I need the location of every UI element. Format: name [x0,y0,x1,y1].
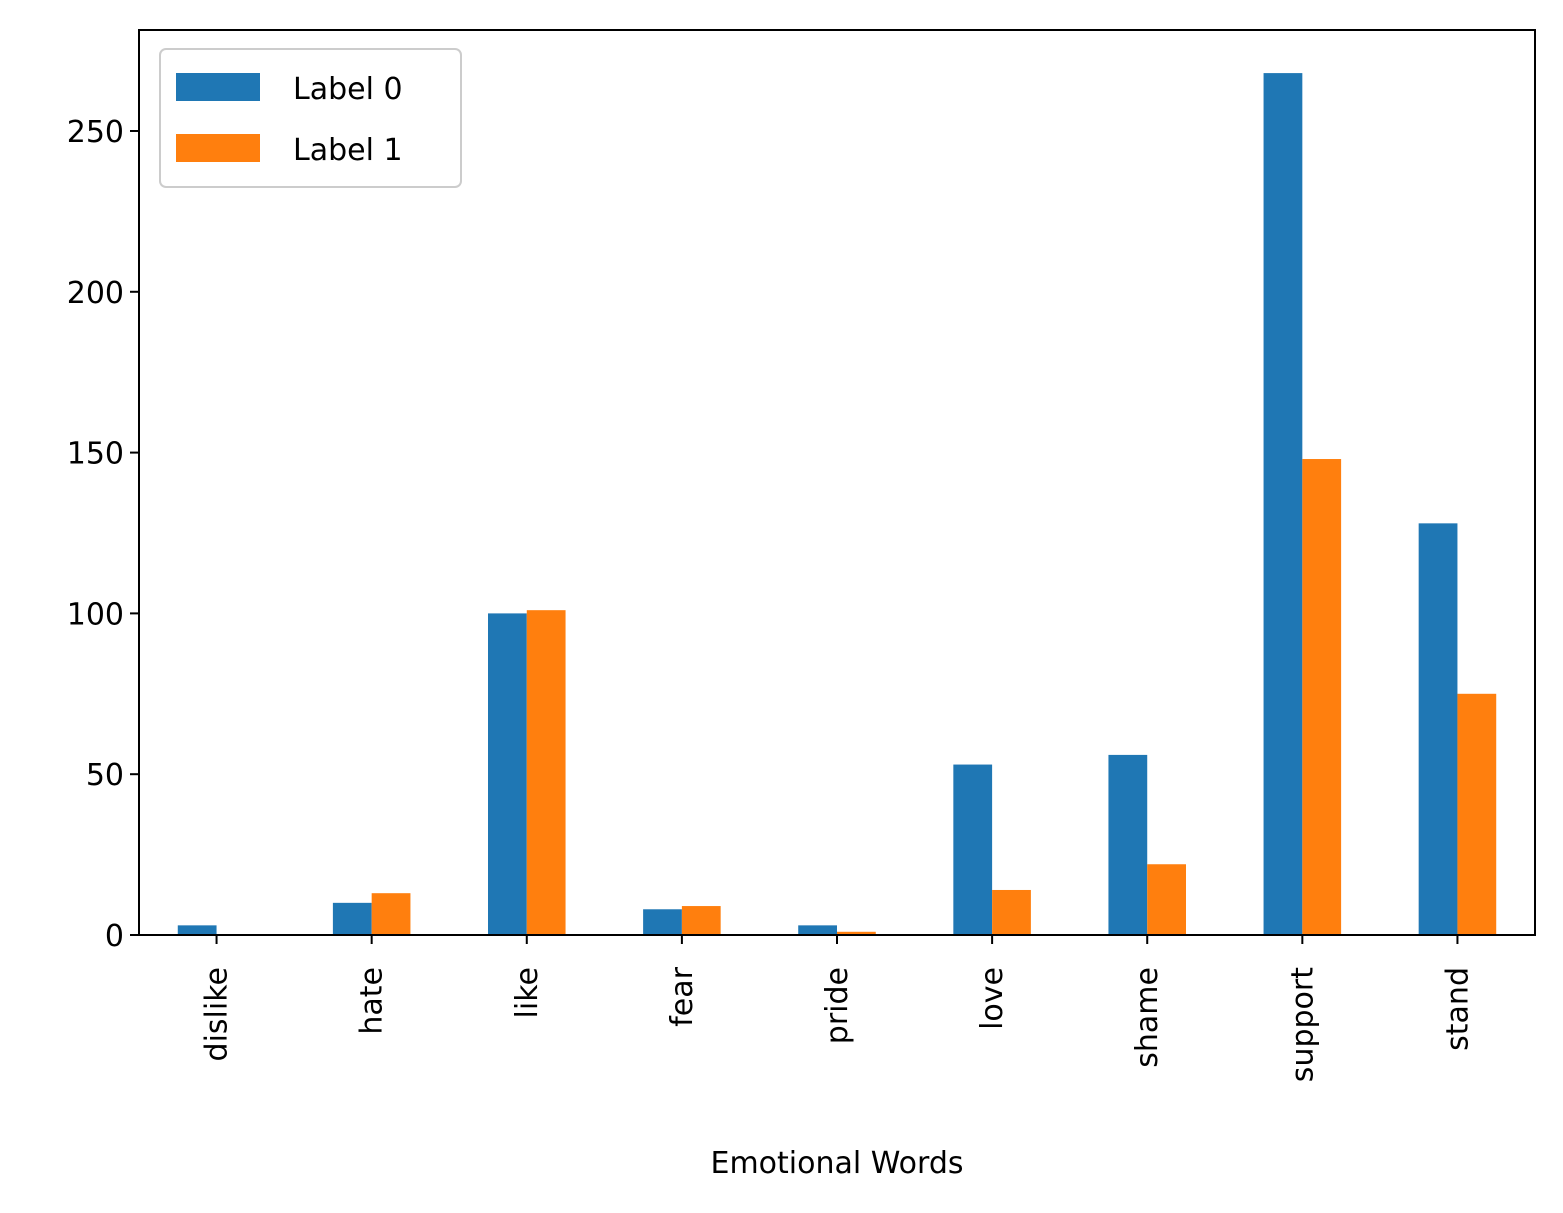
x-tick-label-support: support [1285,967,1320,1082]
y-tick-label: 100 [67,597,124,632]
y-tick-label: 50 [86,758,124,793]
y-axis: 0 50 100 150 200 250 [67,115,139,954]
bar-label-1-stand [1457,693,1497,935]
x-tick-label-shame: shame [1130,967,1165,1068]
y-tick-label: 0 [105,919,124,954]
bar-label-0-dislike [177,925,217,935]
x-tick-label-like: like [510,967,545,1018]
y-tick-label: 150 [67,437,124,472]
x-tick-label-fear: fear [665,966,700,1026]
x-axis: dislike hate like fear pride love shame support… [200,935,1475,1082]
bar-label-0-fear [643,909,682,935]
bar-label-0-support [1263,73,1303,936]
bar-label-0-love [953,764,993,935]
y-tick-label: 200 [67,276,124,311]
bar-label-1-support [1302,459,1342,935]
legend-label-label-1: Label 1 [293,133,403,168]
bar-label-0-like [488,613,527,935]
bar-label-0-pride [798,925,837,935]
bar-label-0-shame [1108,754,1148,935]
y-tick-label: 250 [67,115,124,150]
legend-label-label-0: Label 0 [293,72,403,107]
bar-label-1-love [992,889,1031,935]
bar-label-1-hate [371,893,411,935]
bar-label-1-like [526,610,566,935]
bars-layer [177,73,1497,936]
x-tick-label-love: love [975,967,1010,1030]
bar-label-0-hate [332,902,372,935]
legend-swatch-label-1 [176,134,260,162]
legend-swatch-label-0 [176,73,260,101]
bar-label-1-shame [1147,864,1186,935]
bar-label-1-fear [681,906,721,935]
x-tick-label-dislike: dislike [200,967,235,1061]
bar-label-1-pride [837,931,876,935]
legend: Label 0 Label 1 [159,48,462,188]
x-tick-label-hate: hate [355,967,390,1035]
bar-label-0-stand [1418,523,1458,935]
x-tick-label-stand: stand [1440,967,1475,1051]
x-axis-label: Emotional Words [711,1146,964,1181]
x-tick-label-pride: pride [820,967,855,1044]
